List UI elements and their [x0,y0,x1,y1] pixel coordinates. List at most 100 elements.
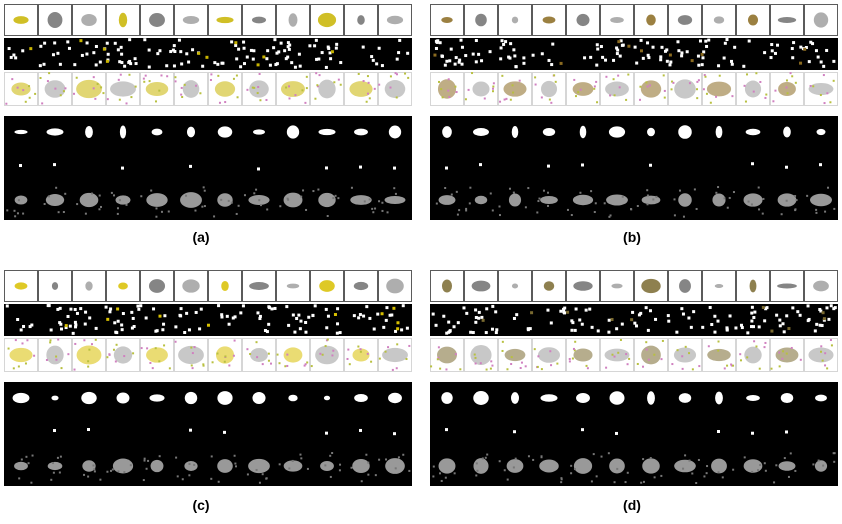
mask-pixel [171,48,175,52]
silhouette [323,395,331,401]
noise-dot [13,209,16,212]
noise-dot [479,362,482,365]
noise-dot [717,471,720,474]
mask-pixel [707,38,711,42]
noise-dot [524,365,527,368]
noise-dot [67,353,70,356]
noise-dot [492,85,495,88]
blurred-silhouette [573,458,593,474]
mask-pixel [109,307,113,311]
mask-pixel [108,310,112,314]
noise-dot [688,352,691,355]
mask-pixel [692,310,696,314]
noise-dot [660,474,663,477]
noise-dot [75,76,78,79]
noise-dot [681,355,684,358]
noise-dot [709,101,712,104]
blurred-object [318,79,336,99]
mask-pixel [162,322,166,326]
noise-dot [547,191,550,194]
mask-pixel [130,326,134,330]
noise-dot [707,345,710,348]
noise-dot [5,102,8,105]
noise-dot [440,88,443,91]
noise-dot [163,344,166,347]
mask-pixel [64,326,68,330]
noise-dot [144,74,147,77]
noise-dot [444,186,447,189]
mask-pixel [185,311,189,315]
noise-dot [145,467,148,470]
mask-pixel [194,310,198,314]
noise-dot [612,78,615,81]
mask-pixel [644,306,648,310]
noise-dot [763,346,766,349]
mask-pixel-color [29,47,33,51]
object-shape [511,16,519,24]
noise-dot [791,75,794,78]
blurred-object [641,345,661,365]
mask-pixel [700,63,704,67]
silhouette [609,391,625,405]
noise-dot [146,347,149,350]
noise-dot [374,474,377,477]
mask-pixel [325,326,329,330]
mask-pixel [452,325,456,329]
mask-pixel [708,305,712,309]
mask-pixel [438,41,442,45]
noise-dot [619,338,622,341]
mask-pixel [265,330,269,334]
mask-pixel [434,323,438,327]
noise-dot [117,78,120,81]
noise-dot [600,455,603,458]
blurred-object [9,347,33,363]
blurred-object [382,347,408,363]
blurred-silhouette [540,195,558,205]
mask-pixel [130,310,134,314]
mask-pixel [681,312,685,316]
noise-dot [775,464,778,467]
mask-pixel [607,330,611,334]
mask-pixel [371,58,375,62]
mask-pixel [19,328,23,332]
noise-dot [202,186,205,189]
noise-dot [305,208,308,211]
noise-dot [256,356,259,359]
noise-dot [278,362,281,365]
noise-dot [112,348,115,351]
mask-pixel [352,314,356,318]
mask-pixel [187,328,191,332]
noise-dot [611,353,614,356]
noise-dot [486,453,489,456]
mask-pixel [120,61,124,65]
mask-pixel [299,319,303,323]
mask-pixel [85,52,89,56]
noise-dot [723,197,726,200]
blurred-silhouette [318,192,336,208]
noise-dot [339,83,342,86]
noise-dot [316,85,319,88]
noise-dot [746,73,749,76]
noise-dot [99,478,102,481]
blurred-silhouette [184,461,198,471]
reconstruction-cell [736,338,770,372]
noise-dot [532,458,535,461]
mask-pixel [66,314,70,318]
mask-pixel [485,307,489,311]
noise-dot [696,80,699,83]
mask-pixel [313,44,317,48]
mask-pixel [595,43,599,47]
mask-pixel [804,46,808,50]
noise-dot [778,365,781,368]
noise-dot [663,89,666,92]
object-shape [353,281,369,291]
noise-dot [785,352,788,355]
object-shape [777,283,797,289]
noise-dot [310,365,313,368]
noise-dot [772,100,775,103]
object-shape [14,282,28,290]
noise-dot [625,98,628,101]
mask-pixel [270,307,274,311]
mask-pixel [781,322,785,326]
mask-pixel [665,59,669,63]
